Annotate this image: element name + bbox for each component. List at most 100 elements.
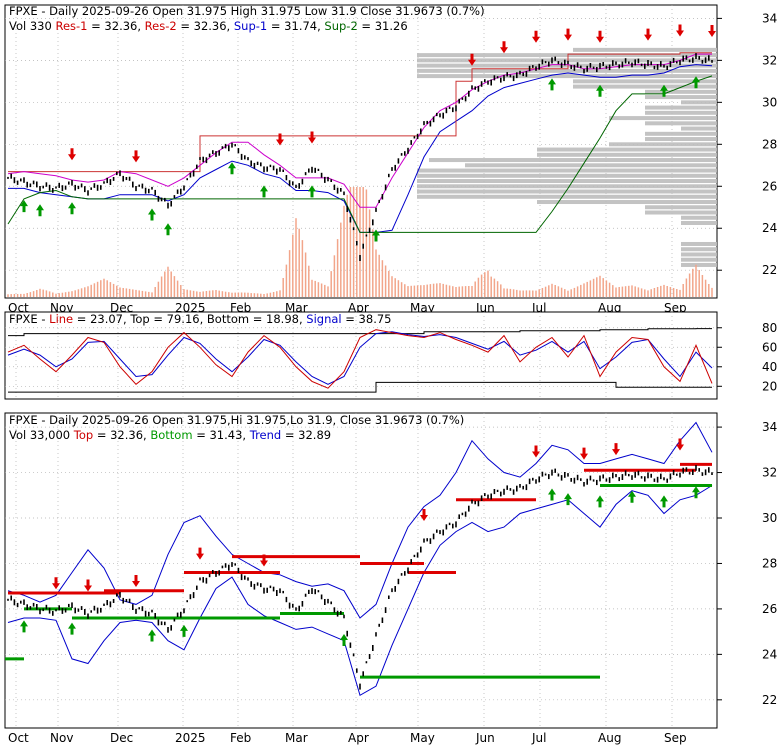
- trend-upper-band: [7, 421, 713, 619]
- profile-bar-26.00: [417, 184, 717, 189]
- trend-month-label-9: Jul: [531, 731, 546, 745]
- price-up-arrow-6: [260, 185, 268, 198]
- price-up-arrow-5: [228, 162, 236, 175]
- trend-month-label-2: Dec: [110, 731, 133, 745]
- profile-bar-31.50: [417, 68, 717, 73]
- trend-tick-label-34: 34: [762, 420, 777, 434]
- price-up-arrow-8: [372, 229, 380, 242]
- profile-bar-30.00: [681, 100, 717, 105]
- price-down-arrow-2: [276, 133, 284, 146]
- price-down-arrow-11: [708, 25, 716, 38]
- stochastic-y-axis: 20 40 60 80: [762, 321, 777, 394]
- profile-bar-30.75: [573, 84, 717, 89]
- price-up-arrow-11: [660, 84, 668, 97]
- price-volume-profile: [417, 47, 717, 267]
- trend-band-lines: [7, 421, 713, 697]
- stoch-line: [7, 329, 713, 389]
- stoch-top: [8, 328, 712, 337]
- price-down-arrow-6: [532, 30, 540, 43]
- stoch-tick-label-20: 20: [762, 379, 777, 393]
- profile-bar-25.50: [417, 194, 717, 199]
- profile-bar-26.50: [417, 173, 717, 178]
- trend-x-axis: Oct Nov Dec 2025 Feb Mar Apr May Jun Jul Aug Sep: [8, 731, 687, 745]
- trend-price-bars: [7, 465, 713, 690]
- price-panel-header-line1: FPXE - Daily 2025-09-26 Open 31.975 High…: [9, 4, 485, 18]
- trend-month-label-1: Nov: [50, 731, 73, 745]
- stoch-bottom: [8, 381, 712, 393]
- price-sup-2-line: [7, 75, 713, 233]
- trend-month-label-6: Apr: [348, 731, 369, 745]
- stoch-signal: [7, 331, 713, 385]
- price-tick-label-30: 30: [762, 95, 777, 109]
- price-panel-header-line2: Vol 330 Res-1 = 32.36, Res-2 = 32.36, Su…: [9, 19, 408, 33]
- price-indicator-lines: [7, 52, 713, 233]
- trend-up-arrow-8: [628, 490, 636, 503]
- profile-bar-30.50: [645, 89, 717, 94]
- profile-bar-26.75: [417, 168, 717, 173]
- profile-bar-23.25: [681, 241, 717, 246]
- stochastic-grid: [5, 312, 722, 399]
- trend-up-arrow-10: [692, 486, 700, 499]
- trend-down-arrow-2: [132, 574, 140, 587]
- profile-bar-29.25: [609, 116, 717, 121]
- price-down-arrow-3: [308, 131, 316, 144]
- trend-up-arrow-3: [180, 624, 188, 637]
- price-tick-label-26: 26: [762, 179, 777, 193]
- price-res-line: [8, 52, 712, 173]
- profile-bar-32.50: [573, 47, 717, 52]
- price-up-arrow-10: [596, 84, 604, 97]
- stoch-tick-label-40: 40: [762, 360, 777, 374]
- price-up-arrow-3: [148, 208, 156, 221]
- trend-month-label-4: Feb: [230, 731, 251, 745]
- profile-bar-29.00: [645, 121, 717, 126]
- trend-tick-label-26: 26: [762, 602, 777, 616]
- price-tick-label-28: 28: [762, 137, 777, 151]
- profile-bar-28.25: [645, 137, 717, 142]
- trend-month-label-11: Sep: [664, 731, 687, 745]
- price-down-arrow-1: [132, 150, 140, 163]
- profile-bar-24.75: [645, 210, 717, 215]
- trend-up-arrow-0: [20, 620, 28, 633]
- profile-bar-28.75: [681, 126, 717, 131]
- trend-up-arrow-5: [548, 488, 556, 501]
- profile-bar-24.50: [681, 215, 717, 220]
- price-tick-label-22: 22: [762, 263, 777, 277]
- profile-bar-30.25: [645, 95, 717, 100]
- profile-bar-25.25: [537, 200, 717, 205]
- trend-up-arrow-7: [596, 495, 604, 508]
- price-y-axis: 22 24 26 28 30 32 34: [762, 11, 777, 277]
- trend-down-arrow-5: [420, 509, 428, 522]
- trend-down-arrow-7: [580, 447, 588, 460]
- trend-tick-label-24: 24: [762, 647, 777, 661]
- trend-month-label-5: Mar: [285, 731, 308, 745]
- stochastic-panel-frame: [4, 311, 718, 400]
- price-up-arrow-7: [308, 185, 316, 198]
- price-down-arrow-10: [676, 24, 684, 37]
- profile-bar-23.00: [681, 247, 717, 252]
- profile-bar-29.75: [645, 105, 717, 110]
- price-volume-bars: [7, 187, 713, 297]
- trend-down-arrow-4: [260, 554, 268, 567]
- price-tick-label-32: 32: [762, 53, 777, 67]
- price-up-arrow-0: [20, 200, 28, 213]
- trend-up-arrow-4: [340, 634, 348, 646]
- price-up-arrow-1: [36, 204, 44, 217]
- profile-bar-22.50: [681, 257, 717, 262]
- price-tick-label-24: 24: [762, 221, 777, 235]
- trend-month-label-3: 2025: [175, 731, 206, 745]
- price-up-arrow-2: [68, 202, 76, 215]
- profile-bar-27.50: [537, 152, 717, 157]
- stoch-tick-label-60: 60: [762, 340, 777, 354]
- price-tick-label-34: 34: [762, 11, 777, 25]
- profile-bar-31.00: [573, 79, 717, 84]
- price-down-arrow-8: [596, 30, 604, 43]
- profile-bar-31.75: [417, 63, 717, 68]
- trend-tick-label-30: 30: [762, 511, 777, 525]
- trend-levels: [5, 462, 712, 679]
- stochastic-lines: [7, 328, 713, 393]
- profile-bar-28.00: [609, 142, 717, 147]
- price-up-arrow-9: [548, 78, 556, 91]
- trend-tick-label-32: 32: [762, 466, 777, 480]
- stoch-tick-label-80: 80: [762, 321, 777, 335]
